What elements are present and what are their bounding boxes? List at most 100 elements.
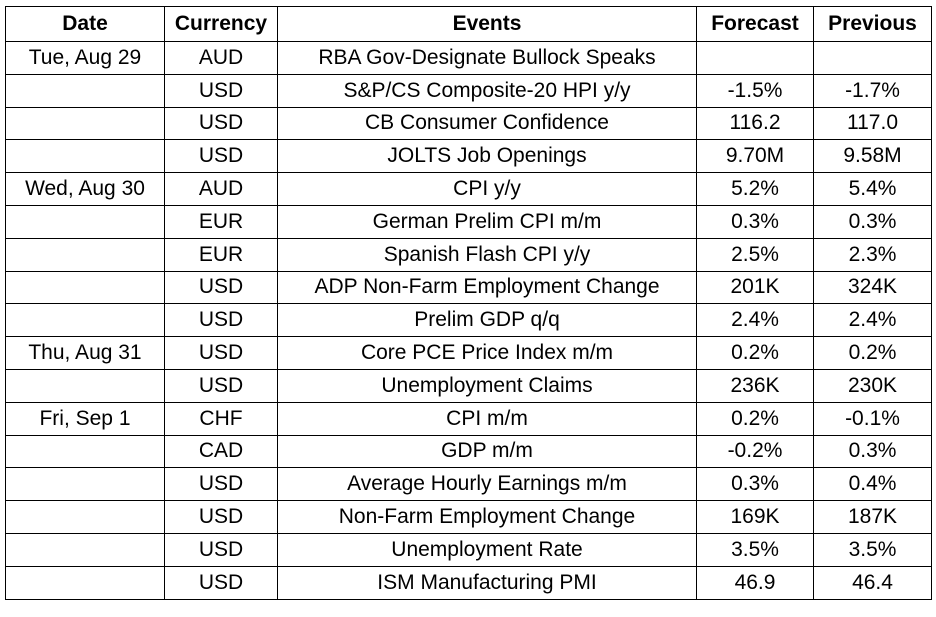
currency-cell: EUR [164,237,278,272]
currency-cell: AUD [164,172,278,206]
forecast-cell [696,41,814,75]
date-cell [5,73,165,108]
date-cell [5,139,165,174]
header-currency: Currency [164,6,278,42]
forecast-cell: 5.2% [696,172,814,206]
event-cell: Unemployment Rate [277,532,697,567]
forecast-cell: -1.5% [696,73,814,108]
currency-cell: AUD [164,41,278,75]
table-row: Tue, Aug 29 AUD RBA Gov-Designate Bullock … [5,41,932,75]
date-cell [5,565,165,600]
header-row: Date Currency Events Forecast Previous [5,6,932,42]
table-row: USD CB Consumer Confidence 116.2 117.0 [5,106,932,141]
date-cell: Thu, Aug 31 [5,336,165,370]
forecast-cell: 46.9 [696,565,814,600]
forecast-cell: 116.2 [696,106,814,141]
table-row: CAD GDP m/m -0.2% 0.3% [5,434,932,469]
forecast-cell: 3.5% [696,532,814,567]
table-body: Tue, Aug 29 AUD RBA Gov-Designate Bullock … [5,41,932,600]
date-cell [5,467,165,502]
date-cell [5,106,165,141]
date-cell [5,532,165,567]
table-row: USD Unemployment Claims 236K 230K [5,368,932,403]
table-row: USD Unemployment Rate 3.5% 3.5% [5,532,932,567]
previous-cell: 187K [813,500,932,534]
previous-cell: -0.1% [813,401,932,436]
event-cell: German Prelim CPI m/m [277,204,697,239]
event-cell: Non-Farm Employment Change [277,500,697,534]
previous-cell [813,41,932,75]
currency-cell: USD [164,303,278,338]
previous-cell: 117.0 [813,106,932,141]
date-cell [5,303,165,338]
currency-cell: USD [164,73,278,108]
previous-cell: 2.4% [813,303,932,338]
event-cell: Average Hourly Earnings m/m [277,467,697,502]
table-row: Wed, Aug 30 AUD CPI y/y 5.2% 5.4% [5,172,932,206]
table-row: USD S&P/CS Composite-20 HPI y/y -1.5% -1.7% [5,73,932,108]
date-cell [5,204,165,239]
currency-cell: USD [164,467,278,502]
previous-cell: 0.3% [813,204,932,239]
table-row: Fri, Sep 1 CHF CPI m/m 0.2% -0.1% [5,401,932,436]
event-cell: RBA Gov-Designate Bullock Speaks [277,41,697,75]
forecast-cell: 236K [696,368,814,403]
date-cell [5,368,165,403]
date-cell: Wed, Aug 30 [5,172,165,206]
previous-cell: 230K [813,368,932,403]
previous-cell: 0.2% [813,336,932,370]
currency-cell: USD [164,532,278,567]
forecast-cell: 0.2% [696,401,814,436]
forecast-cell: 0.3% [696,467,814,502]
forecast-cell: -0.2% [696,434,814,469]
table-row: USD Non-Farm Employment Change 169K 187K [5,500,932,534]
event-cell: S&P/CS Composite-20 HPI y/y [277,73,697,108]
date-cell [5,500,165,534]
date-cell: Tue, Aug 29 [5,41,165,75]
table-row: EUR German Prelim CPI m/m 0.3% 0.3% [5,204,932,239]
currency-cell: USD [164,368,278,403]
forecast-cell: 201K [696,270,814,305]
event-cell: ISM Manufacturing PMI [277,565,697,600]
previous-cell: 324K [813,270,932,305]
header-date: Date [5,6,165,42]
previous-cell: 46.4 [813,565,932,600]
date-cell [5,270,165,305]
forecast-cell: 2.4% [696,303,814,338]
table-row: Thu, Aug 31 USD Core PCE Price Index m/m 0.… [5,336,932,370]
previous-cell: 5.4% [813,172,932,206]
event-cell: Prelim GDP q/q [277,303,697,338]
currency-cell: USD [164,565,278,600]
date-cell [5,434,165,469]
currency-cell: USD [164,139,278,174]
table-row: USD Average Hourly Earnings m/m 0.3% 0.4% [5,467,932,502]
forecast-cell: 0.3% [696,204,814,239]
header-forecast: Forecast [696,6,814,42]
currency-cell: CHF [164,401,278,436]
date-cell: Fri, Sep 1 [5,401,165,436]
event-cell: Core PCE Price Index m/m [277,336,697,370]
currency-cell: USD [164,500,278,534]
forecast-cell: 0.2% [696,336,814,370]
header-events: Events [277,6,697,42]
previous-cell: 2.3% [813,237,932,272]
forecast-cell: 9.70M [696,139,814,174]
currency-cell: USD [164,336,278,370]
table-row: USD ISM Manufacturing PMI 46.9 46.4 [5,565,932,600]
table-row: USD JOLTS Job Openings 9.70M 9.58M [5,139,932,174]
event-cell: Spanish Flash CPI y/y [277,237,697,272]
date-cell [5,237,165,272]
forecast-cell: 169K [696,500,814,534]
economic-calendar-table: Date Currency Events Forecast Previous T… [5,6,932,600]
currency-cell: USD [164,270,278,305]
event-cell: CB Consumer Confidence [277,106,697,141]
currency-cell: CAD [164,434,278,469]
event-cell: Unemployment Claims [277,368,697,403]
table-row: EUR Spanish Flash CPI y/y 2.5% 2.3% [5,237,932,272]
forecast-cell: 2.5% [696,237,814,272]
previous-cell: -1.7% [813,73,932,108]
event-cell: ADP Non-Farm Employment Change [277,270,697,305]
previous-cell: 0.4% [813,467,932,502]
previous-cell: 0.3% [813,434,932,469]
event-cell: GDP m/m [277,434,697,469]
